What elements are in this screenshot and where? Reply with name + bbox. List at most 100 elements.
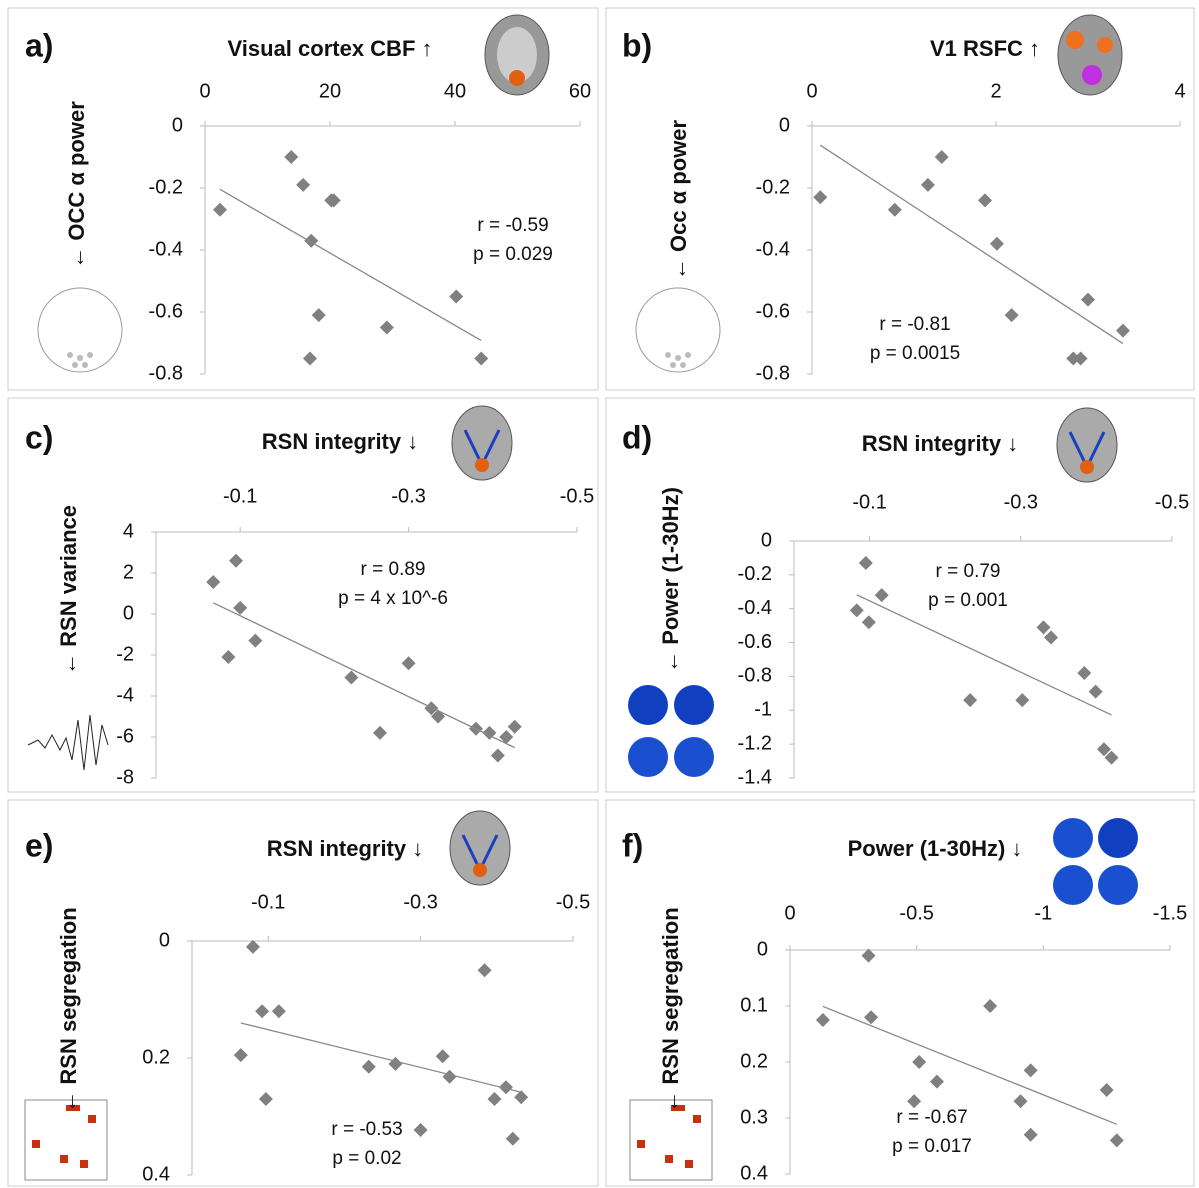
point xyxy=(1044,630,1059,645)
x-tick-label: 4 xyxy=(1174,80,1185,102)
x-tick-label: 60 xyxy=(569,80,591,102)
point xyxy=(271,1004,286,1019)
y-tick-label: -8 xyxy=(116,766,134,788)
point xyxy=(963,693,978,708)
point xyxy=(326,193,341,208)
y-tick-label: -0.4 xyxy=(738,597,772,619)
point xyxy=(514,1090,529,1105)
annotation: r = 0.79 xyxy=(936,561,1001,582)
point xyxy=(303,351,317,366)
point xyxy=(1023,1063,1038,1078)
point xyxy=(284,150,299,164)
point xyxy=(474,351,489,366)
x-tick-label: -1 xyxy=(1034,902,1052,924)
x-tick-label: 0 xyxy=(806,80,817,102)
point xyxy=(206,575,221,590)
trend-line xyxy=(212,602,515,749)
x-tick-label: -0.5 xyxy=(899,902,933,924)
point xyxy=(477,963,492,978)
x-tick-label: 40 xyxy=(444,80,466,102)
y-tick-label: -4 xyxy=(116,684,134,706)
point xyxy=(929,1074,944,1089)
y-tick-label: -2 xyxy=(116,643,134,665)
topomaps xyxy=(1053,818,1138,905)
annotation: r = -0.67 xyxy=(896,1107,967,1128)
brain-thumbnail xyxy=(1056,407,1118,483)
y-tick-label: 0.2 xyxy=(142,1046,170,1068)
y-tick-label: 2 xyxy=(123,561,134,583)
x-tick-label: -0.5 xyxy=(560,485,594,507)
y-tick-label: 0.3 xyxy=(740,1106,768,1128)
y-tick-label: -0.4 xyxy=(756,238,790,260)
y-tick-label: -0.8 xyxy=(149,362,183,384)
decorations xyxy=(24,14,1138,1181)
head-outline xyxy=(37,287,123,373)
point xyxy=(1004,308,1019,323)
point xyxy=(1066,351,1081,366)
x-tick-label: -0.1 xyxy=(223,485,257,507)
y-tick-label: 0 xyxy=(757,938,768,960)
point xyxy=(912,1055,927,1069)
annotation: p = 0.02 xyxy=(332,1148,401,1169)
y-tick-label: 0 xyxy=(779,114,790,136)
point xyxy=(505,1131,520,1146)
point xyxy=(311,308,326,323)
trend-line xyxy=(822,1005,1118,1125)
y-tick-label: -0.2 xyxy=(149,176,183,198)
panel-label: e) xyxy=(25,827,53,863)
point xyxy=(233,600,248,615)
y-axis-title: ← RSN variance xyxy=(56,505,81,675)
y-tick-label: -1 xyxy=(754,699,772,721)
point xyxy=(1073,351,1088,366)
panel-frame xyxy=(605,7,1195,391)
y-tick-label: -1.2 xyxy=(738,732,772,754)
x-axis-title: RSN integrity ↓ xyxy=(862,431,1018,456)
x-tick-label: -0.3 xyxy=(391,485,425,507)
point xyxy=(424,701,439,716)
point xyxy=(442,1069,457,1084)
annotation: r = -0.59 xyxy=(477,215,548,236)
y-tick-label: -0.6 xyxy=(149,300,183,322)
y-tick-label: 0.4 xyxy=(142,1163,170,1185)
x-tick-label: 0 xyxy=(199,80,210,102)
point xyxy=(1104,750,1119,765)
point xyxy=(907,1094,922,1109)
point xyxy=(1036,620,1051,635)
point xyxy=(849,603,864,618)
y-axis-title: ← RSN segregation xyxy=(56,907,81,1112)
y-tick-label: -0.2 xyxy=(756,176,790,198)
y-tick-label: 0.2 xyxy=(740,1050,768,1072)
point xyxy=(813,190,828,205)
point xyxy=(435,1049,450,1064)
point xyxy=(1088,684,1103,699)
x-axis-title: Visual cortex CBF ↑ xyxy=(228,36,433,61)
y-tick-label: 4 xyxy=(123,520,134,542)
point xyxy=(258,1091,273,1106)
x-axis-title: RSN integrity ↓ xyxy=(262,429,418,454)
panel-frame xyxy=(7,799,599,1187)
point xyxy=(228,553,243,568)
point xyxy=(1023,1127,1038,1142)
y-tick-label: 0 xyxy=(159,929,170,951)
point xyxy=(864,1010,879,1025)
annotation: p = 4 x 10^-6 xyxy=(338,588,448,609)
trend-line xyxy=(819,144,1124,345)
point xyxy=(499,730,514,744)
y-tick-label: -0.6 xyxy=(756,300,790,322)
panel-label: b) xyxy=(622,27,652,63)
x-tick-label: 20 xyxy=(319,80,341,102)
point xyxy=(989,236,1004,251)
annotation: r = -0.53 xyxy=(331,1119,402,1140)
x-axis-title: Power (1-30Hz) ↓ xyxy=(848,836,1023,861)
point xyxy=(1081,292,1095,307)
panel-label: d) xyxy=(622,419,652,455)
x-tick-label: -0.5 xyxy=(556,891,590,913)
topomaps xyxy=(628,685,714,777)
panel-label: f) xyxy=(622,827,643,863)
panel-frame xyxy=(7,7,599,391)
point xyxy=(248,633,263,648)
brain-thumbnail xyxy=(451,405,513,481)
x-tick-label: -0.3 xyxy=(403,891,437,913)
trend-line xyxy=(219,188,482,342)
